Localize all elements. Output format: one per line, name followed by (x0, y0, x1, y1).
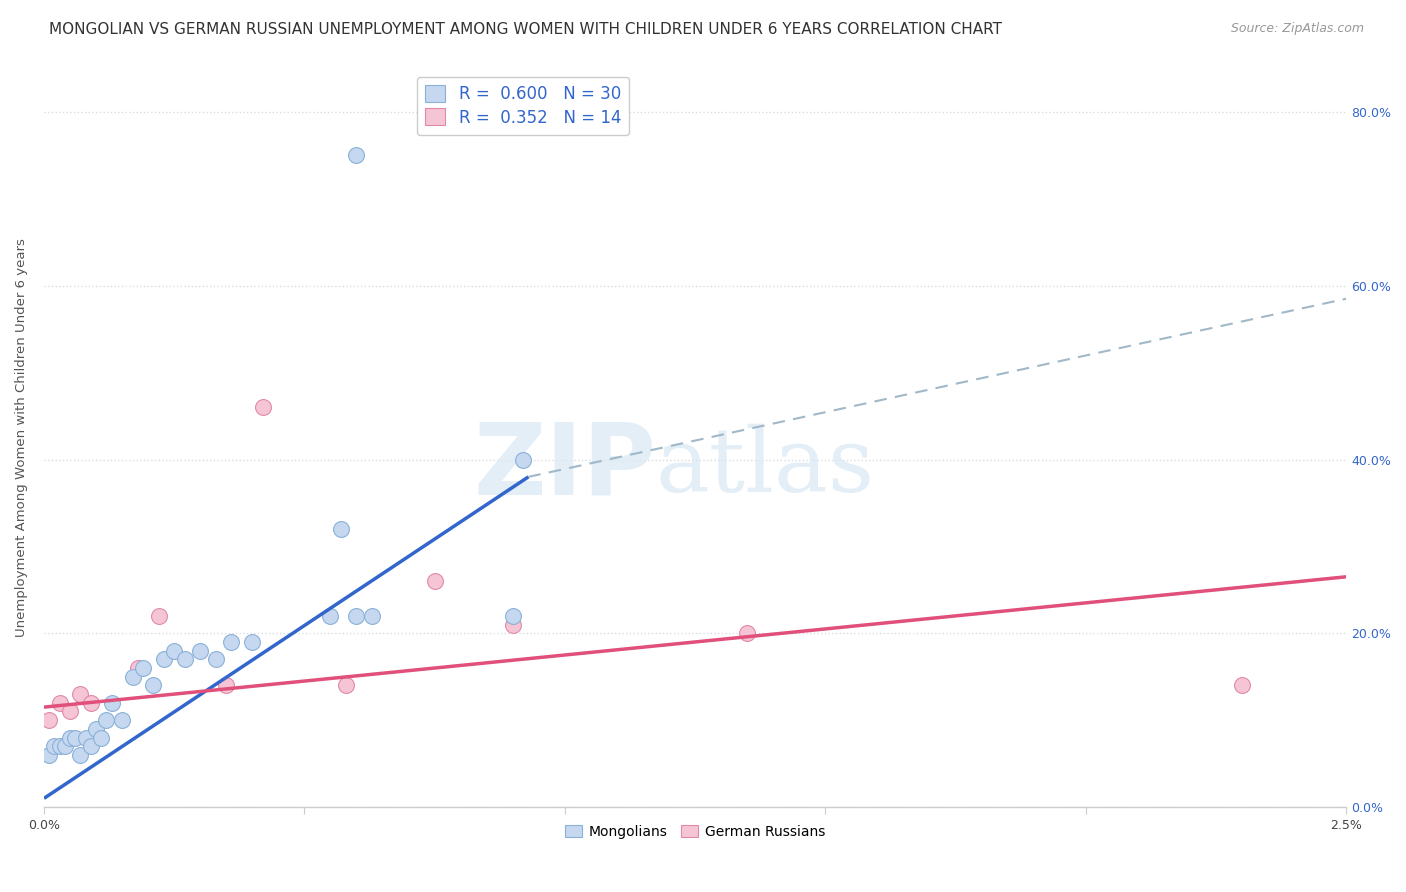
German Russians (38, 713, 60, 727)
Mongolians (38, 747, 60, 762)
German Russians (423, 574, 446, 589)
Mongolians (361, 608, 384, 623)
Mongolians (188, 643, 211, 657)
German Russians (335, 678, 357, 692)
Mongolians (44, 739, 66, 754)
Mongolians (142, 678, 165, 692)
Mongolians (80, 739, 103, 754)
German Russians (80, 696, 103, 710)
Y-axis label: Unemployment Among Women with Children Under 6 years: Unemployment Among Women with Children U… (15, 238, 28, 637)
Point (346, 148, 368, 162)
Mongolians (53, 739, 76, 754)
Mongolians (173, 652, 195, 666)
Text: ZIP: ZIP (472, 419, 657, 516)
Text: Source: ZipAtlas.com: Source: ZipAtlas.com (1230, 22, 1364, 36)
Text: MONGOLIAN VS GERMAN RUSSIAN UNEMPLOYMENT AMONG WOMEN WITH CHILDREN UNDER 6 YEARS: MONGOLIAN VS GERMAN RUSSIAN UNEMPLOYMENT… (49, 22, 1002, 37)
German Russians (127, 661, 149, 675)
Mongolians (512, 452, 534, 467)
German Russians (148, 608, 170, 623)
German Russians (502, 617, 524, 632)
Mongolians (205, 652, 228, 666)
Mongolians (75, 731, 97, 745)
German Russians (735, 626, 758, 640)
German Russians (48, 696, 70, 710)
Mongolians (152, 652, 174, 666)
Mongolians (65, 731, 87, 745)
Mongolians (221, 635, 243, 649)
German Russians (1230, 678, 1253, 692)
Mongolians (100, 696, 122, 710)
Mongolians (59, 731, 82, 745)
Mongolians (319, 608, 342, 623)
German Russians (69, 687, 91, 701)
Mongolians (346, 608, 368, 623)
Mongolians (240, 635, 263, 649)
Legend: Mongolians, German Russians: Mongolians, German Russians (560, 820, 831, 845)
Mongolians (84, 722, 107, 736)
German Russians (252, 401, 274, 415)
Mongolians (90, 731, 112, 745)
German Russians (59, 705, 82, 719)
Mongolians (96, 713, 118, 727)
Mongolians (48, 739, 70, 754)
German Russians (215, 678, 238, 692)
Mongolians (163, 643, 186, 657)
Mongolians (502, 608, 524, 623)
Text: atlas: atlas (657, 424, 875, 511)
Mongolians (69, 747, 91, 762)
Mongolians (329, 522, 352, 536)
Mongolians (132, 661, 155, 675)
Mongolians (111, 713, 134, 727)
Mongolians (121, 670, 143, 684)
